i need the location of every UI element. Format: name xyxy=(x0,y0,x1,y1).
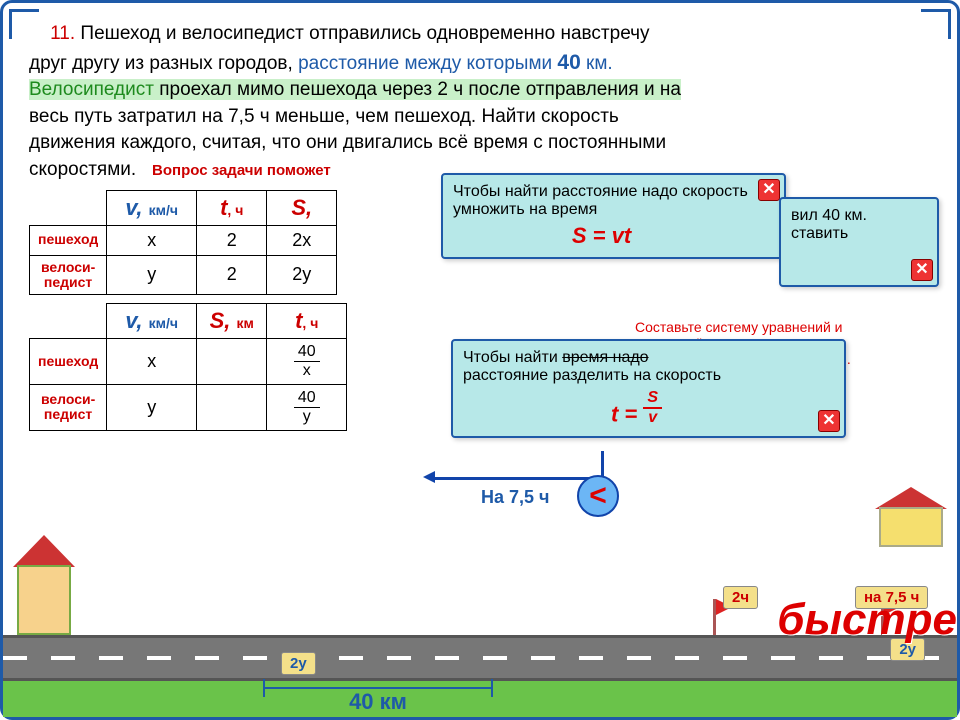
callout-tsv-t2: расстояние разделить на скорость xyxy=(463,367,721,384)
callout-tsv: Чтобы найти время надо расстояние раздел… xyxy=(451,339,846,438)
table-fullpath: v, км/ч S, км t, ч пешеход x 40x велоси-… xyxy=(29,303,347,430)
close-icon[interactable]: ✕ xyxy=(758,179,780,201)
table-meeting: v, км/ч t, ч S, пешеход x 2 2x велоси- п… xyxy=(29,190,337,296)
callout-right-fragment: вил 40 км. ставить ✕ xyxy=(779,197,939,287)
t1-head-v: v, км/ч xyxy=(107,190,197,225)
text-l3b: проехал мимо пешехода через 2 ч после от… xyxy=(154,79,681,100)
t1-r2-t: 2 xyxy=(197,255,267,295)
problem-number: 11. xyxy=(50,23,75,44)
text-l2a: друг другу из разных городов, xyxy=(29,53,298,74)
callout-tsv-strike: время надо xyxy=(562,349,648,366)
formula-t-sv: t = Sv xyxy=(463,389,810,428)
corner-tl xyxy=(9,9,39,39)
t1-r2-s: 2y xyxy=(267,255,337,295)
t1-r1-s: 2x xyxy=(267,225,337,255)
t2-r1-t: 40x xyxy=(267,339,347,385)
bystre-text: быстре xyxy=(777,595,957,645)
text-l2b: расстояние между которыми xyxy=(298,53,557,74)
text-l4: весь путь затратил на 7,5 ч меньше, чем … xyxy=(29,106,619,127)
flag-icon xyxy=(713,599,716,635)
text-l5: движения каждого, считая, что они двигал… xyxy=(29,132,666,153)
text-l6: скоростями. xyxy=(29,159,136,180)
t2-r2-t: 40y xyxy=(267,384,347,430)
hint-text: Вопрос задачи поможет xyxy=(152,162,331,179)
text-l3a: Велосипедист xyxy=(29,79,154,100)
t2-head-t: t, ч xyxy=(267,304,347,339)
callout-tsv-t1: Чтобы найти xyxy=(463,349,562,366)
t1-head-s: S, xyxy=(267,190,337,225)
close-icon[interactable]: ✕ xyxy=(911,259,933,281)
t1-r1-v: x xyxy=(107,225,197,255)
house-left-icon xyxy=(17,535,71,635)
badge-2y-bottom: 2y xyxy=(281,652,316,675)
t1-head-t: t, ч xyxy=(197,190,267,225)
badge-2h: 2ч xyxy=(723,586,758,609)
frag2: ставить xyxy=(791,225,848,242)
t2-r2-label: велоси- педист xyxy=(30,384,107,430)
t1-r2-label: велоси- педист xyxy=(30,255,107,295)
t1-r1-label: пешеход xyxy=(30,225,107,255)
callout-svt-text: Чтобы найти расстояние надо скорость умн… xyxy=(453,183,750,219)
t2-r2-v: y xyxy=(107,384,197,430)
arrow-head-icon xyxy=(423,471,435,483)
house-right-icon xyxy=(879,487,943,547)
text-40u: км. xyxy=(581,53,613,74)
text-40: 40 xyxy=(557,51,580,74)
less-than-bubble: < xyxy=(577,475,619,517)
close-icon[interactable]: ✕ xyxy=(818,410,840,432)
text-l1: Пешеход и велосипедист отправились однов… xyxy=(75,23,649,44)
t1-r2-v: y xyxy=(107,255,197,295)
arrow-tsv-to-table xyxy=(433,477,603,480)
t1-r1-t: 2 xyxy=(197,225,267,255)
t2-r1-label: пешеход xyxy=(30,339,107,385)
dimension-40km: 40 км xyxy=(263,687,493,715)
corner-tr xyxy=(921,9,951,39)
on-7-5-label: На 7,5 ч xyxy=(481,487,549,508)
callout-svt: Чтобы найти расстояние надо скорость умн… xyxy=(441,173,786,259)
t2-head-s: S, км xyxy=(197,304,267,339)
t2-r1-v: x xyxy=(107,339,197,385)
frag1: вил 40 км. xyxy=(791,207,867,224)
formula-s-vt: S = vt xyxy=(453,223,750,249)
t2-head-v: v, км/ч xyxy=(107,304,197,339)
